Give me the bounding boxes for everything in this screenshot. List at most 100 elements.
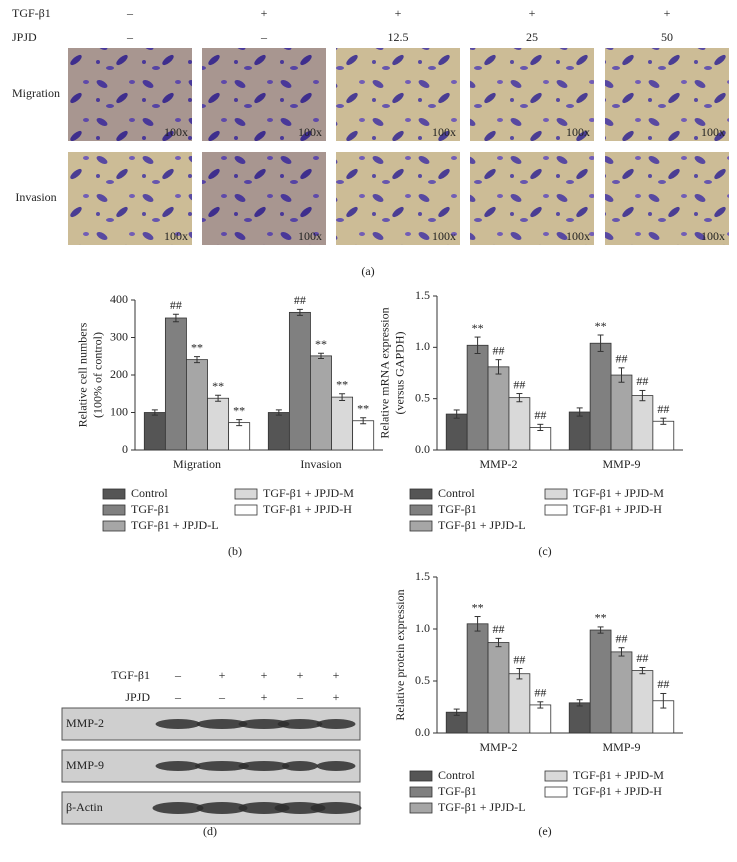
band [238, 761, 290, 771]
legend-swatch [544, 770, 568, 782]
magnification: 100x [432, 125, 456, 139]
legend-label: TGF-β1 [438, 502, 477, 516]
assay-label: Migration [12, 86, 60, 100]
y-tick-label: 300 [110, 329, 128, 343]
bar [610, 651, 633, 734]
condition-label: 25 [526, 30, 538, 44]
significance: ## [534, 408, 546, 422]
micrograph-tint [336, 152, 460, 245]
legend-label: TGF-β1 + JPJD-H [573, 784, 662, 798]
legend-swatch [409, 488, 433, 500]
legend-swatch [102, 504, 126, 516]
condition-label: + [297, 668, 304, 682]
magnification: 100x [566, 125, 590, 139]
y-axis-label: Relative mRNA expression [377, 307, 391, 438]
condition-label: + [395, 6, 402, 20]
micrograph-tint [202, 48, 326, 141]
bar [288, 311, 311, 451]
blot-label: MMP-2 [66, 716, 104, 730]
legend-label: TGF-β1 + JPJD-M [573, 486, 664, 500]
y-tick-label: 1.0 [415, 339, 430, 353]
y-tick-label: 200 [110, 367, 128, 381]
x-tick-label: Invasion [300, 457, 341, 471]
condition-label: + [333, 690, 340, 704]
significance: ** [595, 319, 607, 333]
significance: ** [212, 379, 224, 393]
bar [352, 420, 375, 451]
significance: ## [657, 677, 669, 691]
micrograph [605, 152, 729, 245]
row-label: TGF-β1 [12, 6, 51, 20]
legend-swatch [409, 802, 433, 814]
x-tick-label: MMP-9 [602, 457, 640, 471]
significance: ## [534, 686, 546, 700]
condition-label: + [261, 690, 268, 704]
blot-label: β-Actin [66, 800, 103, 814]
condition-label: + [261, 668, 268, 682]
condition-label: – [218, 690, 226, 704]
y-axis-label: (100% of control) [90, 332, 104, 418]
bar [186, 359, 208, 451]
panel-label: (a) [361, 264, 374, 278]
micrograph-tint [336, 48, 460, 141]
significance: ** [233, 403, 245, 417]
legend-swatch [544, 504, 568, 516]
condition-label: + [333, 668, 340, 682]
legend-label: TGF-β1 + JPJD-L [438, 800, 526, 814]
band [152, 802, 204, 814]
assay-label: Invasion [15, 190, 56, 204]
x-tick-label: MMP-2 [479, 740, 517, 754]
micrograph-tint [68, 152, 192, 245]
condition-label: + [664, 6, 671, 20]
band [316, 719, 356, 729]
significance: ## [513, 652, 525, 666]
micrograph [202, 48, 326, 141]
legend-label: Control [131, 486, 168, 500]
micrograph [336, 48, 460, 141]
significance: ** [595, 611, 607, 625]
band [310, 802, 362, 814]
x-tick-label: MMP-2 [479, 457, 517, 471]
micrograph-tint [470, 48, 594, 141]
y-tick-label: 1.5 [415, 288, 430, 302]
row-label: JPJD [12, 30, 37, 44]
micrograph [470, 152, 594, 245]
significance: ** [357, 402, 369, 416]
legend-swatch [409, 770, 433, 782]
y-tick-label: 100 [110, 404, 128, 418]
y-tick-label: 0.5 [415, 673, 430, 687]
band [277, 719, 323, 729]
y-axis-label: (versus GAPDH) [392, 332, 406, 415]
significance: ## [493, 343, 505, 357]
y-tick-label: 1.0 [415, 621, 430, 635]
y-axis-label: Relative protein expression [393, 589, 407, 720]
legend-swatch [409, 786, 433, 798]
significance: ## [170, 298, 182, 312]
bar [164, 317, 187, 451]
x-tick-label: MMP-9 [602, 740, 640, 754]
significance: ** [472, 600, 484, 614]
significance: ** [472, 321, 484, 335]
bar [610, 374, 633, 451]
band [274, 802, 326, 814]
y-axis-label: Relative cell numbers [75, 322, 89, 427]
micrograph [336, 152, 460, 245]
bar [445, 413, 468, 451]
legend-swatch [234, 488, 258, 500]
y-tick-label: 0 [122, 442, 128, 456]
band [155, 761, 201, 771]
legend-label: TGF-β1 + JPJD-M [263, 486, 354, 500]
significance: ## [513, 377, 525, 391]
blot-label: MMP-9 [66, 758, 104, 772]
significance: ## [294, 293, 306, 307]
bar [228, 422, 251, 451]
legend-label: TGF-β1 + JPJD-M [573, 768, 664, 782]
micrograph [470, 48, 594, 141]
bar [631, 395, 654, 451]
band [196, 802, 248, 814]
bar [568, 702, 591, 734]
significance: ** [191, 340, 203, 354]
y-tick-label: 400 [110, 292, 128, 306]
band [155, 719, 201, 729]
